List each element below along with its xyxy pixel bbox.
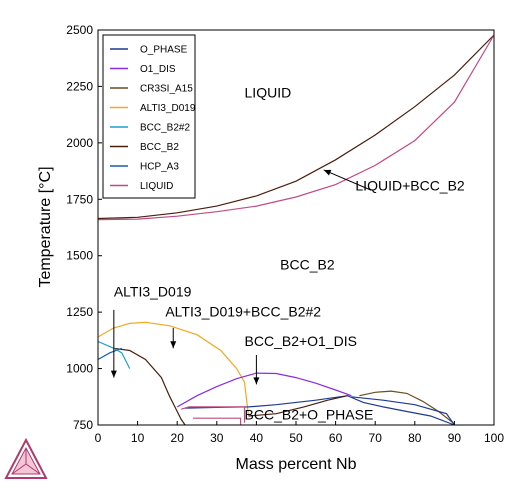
x-tick-label: 10 <box>131 431 145 445</box>
y-tick-label: 1500 <box>66 249 93 263</box>
y-tick-label: 2500 <box>66 23 93 37</box>
legend-label: ALTI3_D019 <box>140 103 196 114</box>
x-ticks: 0 10 20 30 40 50 60 70 80 90 100 <box>95 421 504 445</box>
legend-label: O_PHASE <box>140 45 188 56</box>
annotation-arrowhead <box>253 377 260 385</box>
y-axis-label: Temperature [°C] <box>37 166 54 287</box>
arrow-layer <box>110 169 372 385</box>
thermo-calc-logo-icon <box>4 437 48 479</box>
y-tick-label: 750 <box>73 418 93 432</box>
annotation-arrow <box>323 169 372 191</box>
series-line-bcc-b2-9 <box>248 395 348 417</box>
y-tick-label: 1250 <box>66 305 93 319</box>
region-label: ALTI3_D019 <box>114 283 192 299</box>
annotation-arrowhead <box>110 370 117 378</box>
series-line-liquid-1 <box>97 34 495 221</box>
series-line-liquid-10 <box>181 406 246 423</box>
y-tick-label: 2250 <box>66 79 93 93</box>
x-tick-label: 30 <box>210 431 224 445</box>
x-tick-label: 90 <box>448 431 462 445</box>
series-line-bcc-b2-3 <box>113 347 186 426</box>
x-tick-label: 20 <box>171 431 185 445</box>
region-label: BCC_B2+O1_DIS <box>245 333 357 349</box>
legend-label: O1_DIS <box>140 64 176 75</box>
legend-label: HCP_A3 <box>140 162 179 173</box>
y-tick-label: 2000 <box>66 136 93 150</box>
x-tick-label: 70 <box>369 431 383 445</box>
y-ticks: 750 1000 1250 1500 1750 2000 2250 2500 <box>66 23 102 432</box>
legend-label: BCC_B2 <box>140 142 179 153</box>
series-line-bcc-b2-0 <box>97 34 495 220</box>
region-label: LIQUID <box>245 85 292 101</box>
series-layer <box>97 34 495 426</box>
x-axis-label: Mass percent Nb <box>236 456 357 473</box>
region-label: BCC_B2+O_PHASE <box>245 406 374 422</box>
legend: O_PHASE O1_DIS CR3SI_A15 ALTI3_D019 BCC_B2#2… <box>102 34 196 199</box>
series-line-o-phase-12 <box>351 396 455 426</box>
series-line-liquid-11 <box>193 417 242 425</box>
x-tick-label: 60 <box>329 431 343 445</box>
series-line-bcc-b2-2-5 <box>97 340 131 369</box>
x-tick-label: 0 <box>95 431 102 445</box>
y-tick-label: 1000 <box>66 362 93 376</box>
x-tick-label: 50 <box>289 431 303 445</box>
region-label: LIQUID+BCC_B2 <box>355 177 465 193</box>
region-label: BCC_B2 <box>280 256 335 272</box>
legend-label: BCC_B2#2 <box>140 123 190 134</box>
series-line-hcp-a3-4 <box>97 347 123 361</box>
legend-label: LIQUID <box>140 181 173 192</box>
annotation-arrowhead <box>170 341 177 349</box>
series-line-o1-dis-6 <box>176 372 352 408</box>
annotation-layer: LIQUID LIQUID+BCC_B2 BCC_B2 ALTI3_D019 ALTI3… <box>114 85 465 423</box>
x-tick-label: 80 <box>408 431 422 445</box>
x-tick-label: 40 <box>250 431 264 445</box>
y-tick-label: 1750 <box>66 192 93 206</box>
x-tick-label: 100 <box>484 431 504 445</box>
region-label: ALTI3_D019+BCC_B2#2 <box>165 304 321 320</box>
annotation-arrowhead <box>323 169 332 176</box>
legend-label: CR3SI_A15 <box>140 84 193 95</box>
legend-box <box>102 34 196 199</box>
series-line-alti3-d019-2 <box>97 321 250 417</box>
